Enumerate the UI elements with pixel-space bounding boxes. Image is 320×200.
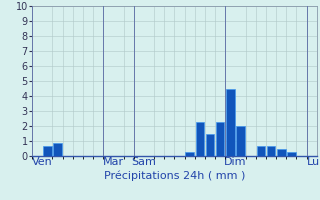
Bar [236,126,245,156]
Bar [216,121,225,156]
Bar [226,88,235,156]
Bar [53,142,62,156]
Bar [185,152,194,156]
Bar [267,146,275,156]
Bar [287,152,296,156]
X-axis label: Précipitations 24h ( mm ): Précipitations 24h ( mm ) [104,170,245,181]
Bar [257,146,265,156]
Bar [277,148,285,156]
Bar [43,146,52,156]
Bar [206,134,214,156]
Bar [196,121,204,156]
